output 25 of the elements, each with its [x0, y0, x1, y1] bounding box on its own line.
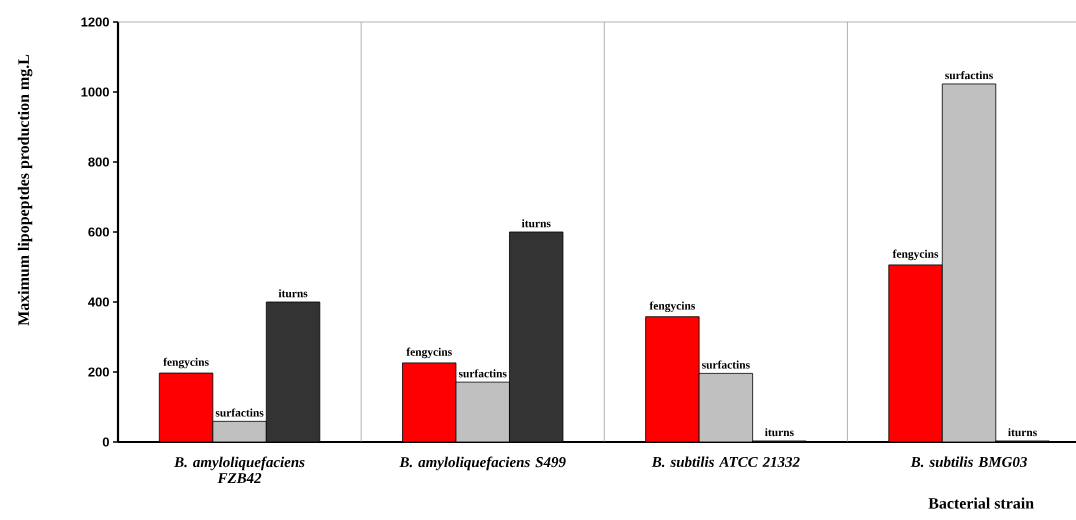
- series-label: fengycins: [406, 347, 452, 359]
- y-tick-label: 400: [88, 297, 109, 307]
- x-axis-title: Bacterial strain: [928, 497, 1034, 509]
- y-tick-label: 1000: [81, 87, 109, 97]
- text: iturns: [1008, 428, 1037, 437]
- text: fengycins: [649, 301, 696, 312]
- text: fengycins: [163, 357, 209, 369]
- text: surfactins: [702, 360, 750, 369]
- x-tick-label: B. amyloliquefaciens FZB42: [174, 456, 305, 483]
- y-tick-label: 800: [88, 157, 109, 167]
- y-tick-label: 200: [88, 367, 109, 377]
- y-tick-label: 1200: [81, 17, 109, 27]
- x-tick-label: B. subtilis BMG03: [910, 456, 1027, 468]
- x-tick-label: B. amyloliquefaciens S499: [399, 456, 566, 471]
- text: iturns: [521, 219, 551, 228]
- y-axis-title: Maximum lipopeptdes production mg.L: [17, 54, 33, 326]
- text: surfactins: [458, 369, 507, 378]
- series-label: iturns: [764, 428, 794, 437]
- text: fengycins: [892, 249, 939, 261]
- text: iturns: [278, 289, 308, 298]
- text: surfactins: [945, 71, 993, 80]
- y-tick-label: 0: [102, 437, 109, 447]
- y-tick-label: 600: [88, 227, 109, 237]
- x-tick-label: B. subtilis ATCC 21332: [651, 456, 800, 468]
- series-label: surfactins: [215, 408, 264, 417]
